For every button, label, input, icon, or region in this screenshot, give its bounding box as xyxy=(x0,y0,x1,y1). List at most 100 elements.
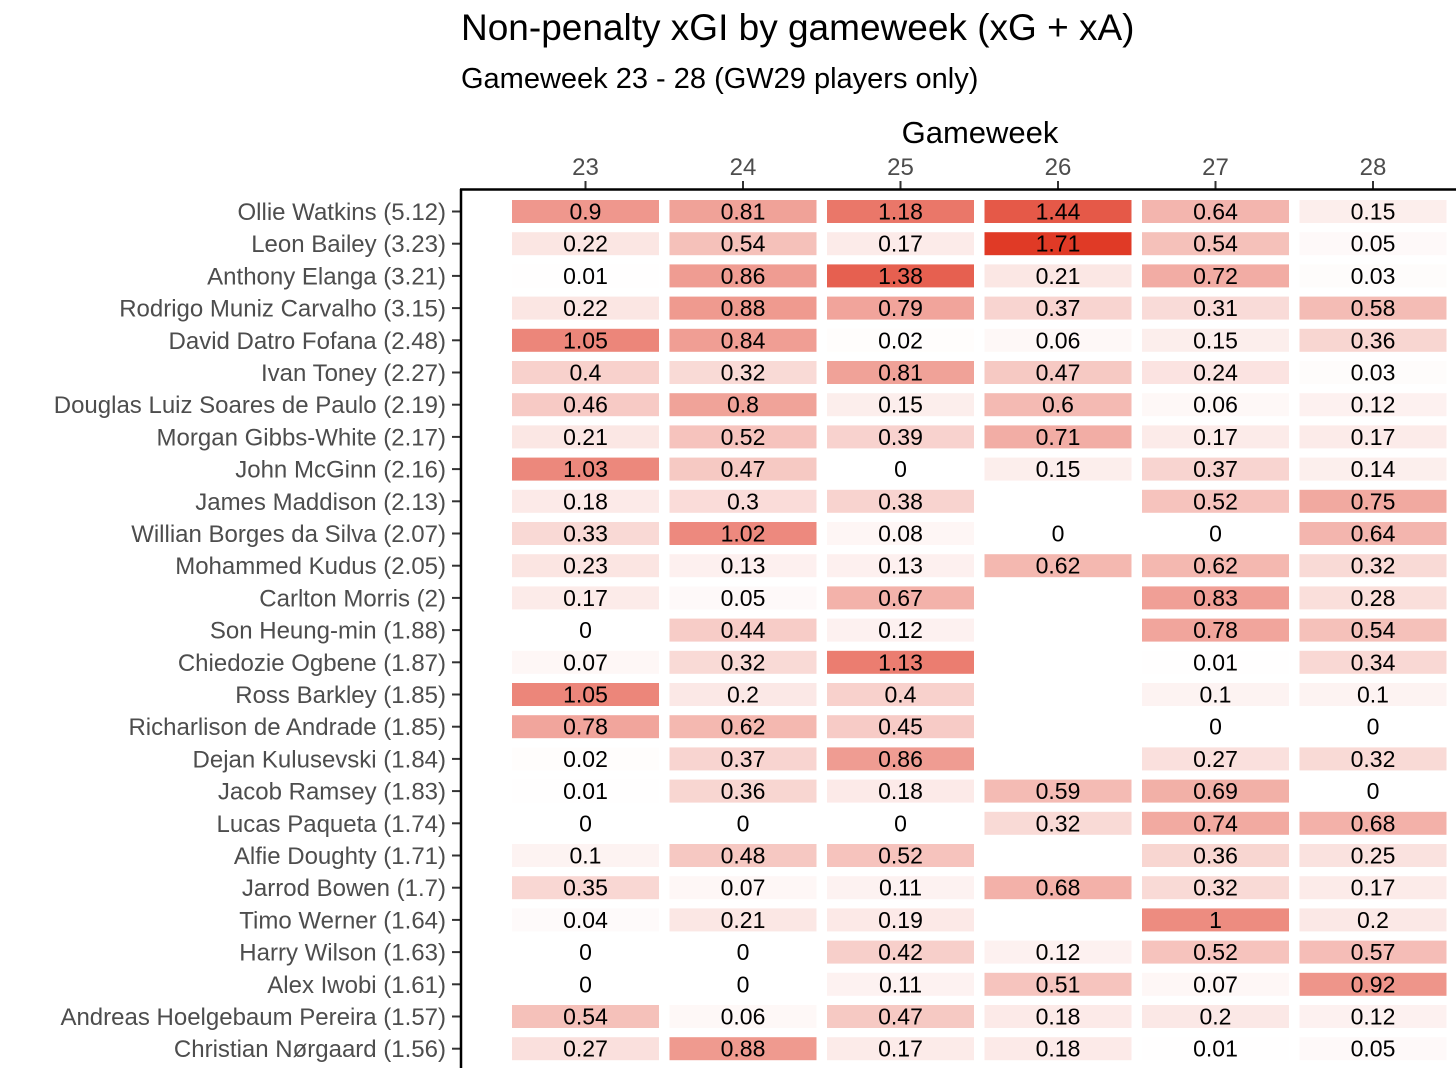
heatmap-cell xyxy=(827,779,974,803)
heatmap-cell xyxy=(984,876,1132,900)
heatmap-cell xyxy=(827,489,974,513)
chart-title: Non-penalty xGI by gameweek (xG + xA) xyxy=(461,7,1134,48)
cell-value-label: 0.86 xyxy=(878,746,923,772)
heatmap-cell xyxy=(512,618,659,642)
cell-value-label: 0.32 xyxy=(1193,875,1238,901)
heatmap-cell xyxy=(669,1005,817,1028)
heatmap-cell xyxy=(827,715,974,739)
cell-value-label: 0.62 xyxy=(721,714,766,740)
cell-value-label: 0.36 xyxy=(1193,843,1238,869)
heatmap-cell xyxy=(512,683,659,706)
y-tick-label: Richarlison de Andrade (1.85) xyxy=(128,714,446,741)
heatmap-cell xyxy=(512,811,659,835)
heatmap-cell xyxy=(1299,1037,1447,1061)
heatmap-cell xyxy=(827,522,974,545)
heatmap-cell xyxy=(827,747,974,771)
y-tick-label: Chiedozie Ogbene (1.87) xyxy=(178,650,446,677)
cell-value-label: 0.06 xyxy=(1036,327,1081,353)
cell-value-label: 0.12 xyxy=(1036,939,1081,965)
heatmap-cell xyxy=(512,844,659,867)
heatmap-cell xyxy=(669,650,817,674)
cell-value-label: 0.44 xyxy=(721,617,766,643)
cell-value-label: 0.51 xyxy=(1036,971,1081,997)
cell-value-label: 0.34 xyxy=(1351,649,1396,675)
heatmap-cell xyxy=(827,618,974,642)
cell-value-label: 0.4 xyxy=(885,682,917,708)
cell-value-label: 0.15 xyxy=(1193,327,1238,353)
heatmap-cell xyxy=(1142,200,1289,223)
heatmap-cell xyxy=(827,457,974,481)
heatmap-cell xyxy=(669,876,817,900)
heatmap-cell xyxy=(669,1037,817,1061)
heatmap-cell xyxy=(1299,586,1447,610)
heatmap-cell xyxy=(984,393,1132,417)
heatmap-cell xyxy=(669,811,817,835)
cell-value-label: 1.05 xyxy=(563,682,608,708)
heatmap-cell xyxy=(827,393,974,417)
heatmap-cell xyxy=(1142,328,1289,352)
cell-value-label: 0.17 xyxy=(878,1036,923,1062)
heatmap-cell xyxy=(669,200,817,223)
heatmap-cell xyxy=(1299,844,1447,867)
cell-value-label: 0.74 xyxy=(1193,810,1238,836)
heatmap-cell xyxy=(669,586,817,610)
cell-value-label: 0.42 xyxy=(878,939,923,965)
cell-value-label: 0.17 xyxy=(1193,424,1238,450)
heatmap-cell xyxy=(669,489,817,513)
cell-value-label: 0.88 xyxy=(721,1036,766,1062)
heatmap-cell xyxy=(1142,264,1289,288)
cell-value-label: 0.54 xyxy=(563,1004,608,1030)
cell-value-label: 0.15 xyxy=(878,392,923,418)
heatmap-cell xyxy=(669,328,817,352)
x-axis-tick-labels: 23 24 25 26 27 28 xyxy=(572,154,1386,189)
cell-value-label: 0 xyxy=(737,971,750,997)
cell-value-label: 0.54 xyxy=(1193,231,1238,257)
heatmap-cell xyxy=(1142,779,1289,803)
heatmap-cell xyxy=(669,683,817,706)
heatmap-cell xyxy=(1299,522,1447,545)
heatmap-cell xyxy=(669,715,817,739)
y-tick-label: John McGinn (2.16) xyxy=(235,457,446,484)
cell-value-label: 0.81 xyxy=(721,199,766,225)
heatmap-cell xyxy=(1142,586,1289,610)
heatmap-cell xyxy=(984,361,1132,384)
cell-value-label: 0.17 xyxy=(563,585,608,611)
y-tick-label: Rodrigo Muniz Carvalho (3.15) xyxy=(119,296,446,323)
y-tick-label: Carlton Morris (2) xyxy=(259,585,446,612)
y-tick-label: David Datro Fofana (2.48) xyxy=(169,328,446,355)
cell-value-label: 0 xyxy=(737,810,750,836)
heatmap-cell xyxy=(827,972,974,996)
heatmap-cell xyxy=(827,908,974,932)
cell-value-label: 0.06 xyxy=(1193,392,1238,418)
heatmap-cell xyxy=(984,328,1132,352)
cell-value-label: 0.03 xyxy=(1351,263,1396,289)
heatmap-cell xyxy=(827,844,974,867)
cell-value-label: 0.2 xyxy=(1357,907,1389,933)
cell-value-label: 0.21 xyxy=(563,424,608,450)
cell-value-label: 0.32 xyxy=(1351,553,1396,579)
heatmap-cell xyxy=(512,876,659,900)
y-tick-label: Mohammed Kudus (2.05) xyxy=(175,553,446,580)
y-tick-label: Alfie Doughty (1.71) xyxy=(234,843,446,870)
cell-value-label: 0.15 xyxy=(1036,456,1081,482)
cell-value-label: 0.21 xyxy=(1036,263,1081,289)
y-tick-label: Lucas Paqueta (1.74) xyxy=(217,811,447,838)
cell-value-label: 0 xyxy=(1052,521,1065,547)
cell-value-label: 0.68 xyxy=(1036,875,1081,901)
heatmap-cell xyxy=(1142,876,1289,900)
cell-value-label: 0.6 xyxy=(1042,392,1074,418)
cell-value-label: 0.68 xyxy=(1351,810,1396,836)
y-tick-label: Willian Borges da Silva (2.07) xyxy=(131,521,446,548)
cell-value-label: 1.71 xyxy=(1036,231,1081,257)
cell-value-label: 0.47 xyxy=(721,456,766,482)
cell-value-label: 0.17 xyxy=(878,231,923,257)
cell-value-label: 0.32 xyxy=(1036,810,1081,836)
heatmap-cell xyxy=(512,296,659,320)
cell-value-label: 0 xyxy=(579,810,592,836)
heatmap-cell xyxy=(512,522,659,545)
heatmap-cell xyxy=(512,908,659,932)
cell-value-label: 0.18 xyxy=(878,778,923,804)
heatmap-cell xyxy=(669,779,817,803)
cell-value-label: 0.71 xyxy=(1036,424,1081,450)
cell-value-label: 0.12 xyxy=(1351,1004,1396,1030)
